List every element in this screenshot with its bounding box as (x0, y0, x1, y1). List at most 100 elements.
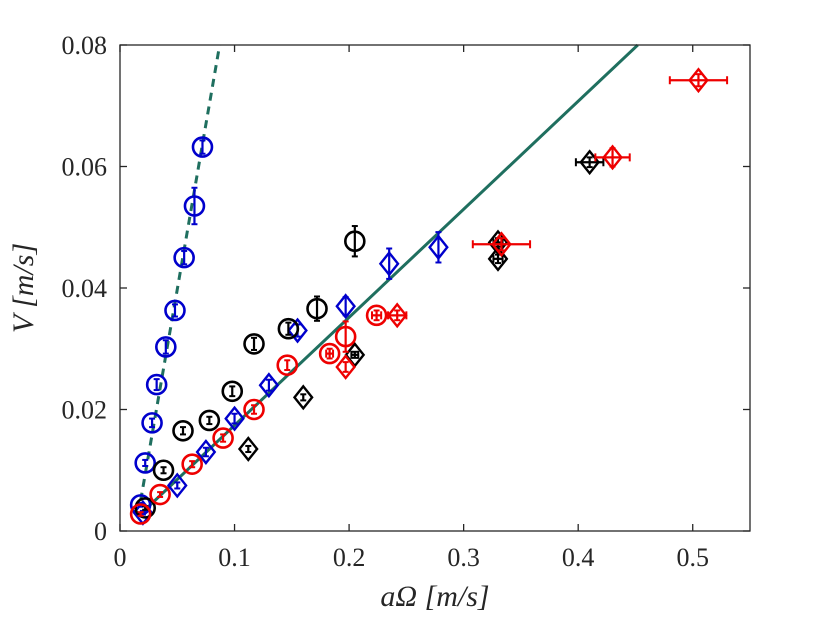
blue-diamond-point (195, 439, 217, 465)
black-circle-series (134, 225, 366, 519)
black-circle-marker (198, 409, 221, 432)
red-circle-point (181, 453, 203, 475)
black-circle-marker (152, 459, 175, 482)
blue-circle-marker (155, 336, 177, 358)
blue-circle-marker (191, 136, 214, 158)
blue-diamond-marker (224, 405, 245, 432)
blue-diamond-point (166, 472, 188, 499)
black-diamond-point (344, 341, 366, 368)
axis-ticks (119, 44, 750, 532)
red-circle-point (212, 427, 234, 449)
black-diamond-marker (487, 245, 509, 272)
black-circle-marker (172, 419, 194, 442)
black-diamond-marker (292, 384, 314, 411)
red-circle-marker (243, 398, 265, 421)
data-points (129, 67, 729, 526)
x-tick-label: 0.3 (447, 543, 480, 572)
blue-diamond-point (428, 231, 449, 264)
red-circle-marker (181, 453, 203, 475)
x-tick-label: 0.4 (562, 543, 595, 572)
red-diamond-marker (386, 302, 408, 329)
x-axis-label: aΩ [m/s] (380, 580, 489, 613)
black-circle-point (172, 419, 194, 442)
blue-circle-marker (134, 452, 156, 474)
black-circle-marker (277, 317, 300, 340)
red-diamond-point (668, 67, 729, 94)
red-circle-point (318, 342, 341, 365)
red-diamond-marker (688, 67, 709, 94)
red-circle-marker (318, 342, 341, 365)
red-circle-marker (149, 483, 171, 506)
blue-diamond-point (224, 405, 245, 432)
red-diamond-point (471, 231, 532, 258)
black-diamond-point (292, 384, 314, 411)
black-circle-marker (344, 230, 366, 253)
red-circle-point (334, 320, 357, 353)
black-diamond-marker (237, 436, 259, 462)
blue-diamond-marker (195, 439, 217, 465)
x-tick-label: 0.1 (218, 543, 251, 572)
blue-circle-marker (173, 246, 195, 269)
blue-diamond-point (335, 293, 356, 320)
x-tick-label: 0 (114, 543, 127, 572)
blue-diamond-marker (287, 317, 308, 344)
blue-circle-marker (145, 373, 168, 396)
blue-diamond-marker (378, 250, 400, 277)
red-circle-point (149, 483, 171, 506)
axes-box (119, 44, 751, 532)
black-diamond-point (237, 436, 259, 462)
y-tick-label: 0.06 (62, 153, 108, 182)
red-circle-point (276, 354, 299, 376)
black-circle-point (221, 380, 244, 403)
blue-diamond-marker (166, 472, 188, 499)
blue-circle-point (164, 299, 186, 322)
black-circle-point (152, 459, 175, 482)
black-circle-point (306, 295, 328, 322)
red-circle-series (129, 304, 388, 525)
red-circle-point (365, 304, 388, 327)
red-circle-point (243, 398, 265, 421)
blue-circle-point (134, 452, 156, 474)
red-circle-marker (212, 427, 234, 449)
black-circle-marker (243, 333, 265, 355)
blue-circle-point (145, 373, 168, 396)
black-circle-point (277, 317, 300, 340)
y-tick-label: 0 (94, 517, 107, 546)
blue-circle-point (183, 186, 206, 226)
red-circle-marker (276, 354, 299, 376)
red-circle-marker (365, 304, 388, 327)
black-circle-point (243, 333, 265, 355)
red-diamond-marker (335, 354, 356, 380)
blue-circle-marker (164, 299, 186, 322)
x-tick-label: 0.2 (333, 543, 366, 572)
blue-circle-point (191, 136, 214, 158)
y-tick-label: 0.02 (62, 396, 108, 425)
black-circle-marker (134, 497, 156, 519)
x-tick-label: 0.5 (676, 543, 709, 572)
blue-circle-marker (141, 412, 163, 434)
blue-circle-point (155, 336, 177, 358)
blue-diamond-marker (428, 234, 449, 261)
red-circle-marker (129, 503, 152, 525)
blue-diamond-marker (258, 372, 280, 399)
black-circle-point (344, 225, 366, 258)
steep-fit-line (139, 44, 222, 501)
red-circle-marker (334, 325, 357, 348)
blue-diamond-marker (335, 293, 356, 320)
black-circle-marker (306, 297, 328, 320)
blue-circle-series (129, 136, 214, 516)
red-diamond-point (594, 144, 631, 171)
black-circle-point (198, 409, 221, 432)
red-diamond-point (386, 302, 408, 329)
y-axis-label: V [m/s] (7, 243, 40, 333)
y-tick-labels: 0 0.02 0.04 0.06 0.08 (62, 31, 108, 546)
red-diamond-marker (602, 144, 623, 171)
y-tick-label: 0.08 (62, 31, 108, 60)
y-tick-label: 0.04 (62, 274, 108, 303)
red-diamond-series (335, 67, 729, 380)
blue-circle-point (141, 412, 163, 434)
red-diamond-marker (491, 231, 512, 258)
x-tick-labels: 0 0.1 0.2 0.3 0.4 0.5 (114, 543, 709, 572)
blue-diamond-point (258, 372, 280, 399)
blue-circle-point (173, 246, 195, 269)
